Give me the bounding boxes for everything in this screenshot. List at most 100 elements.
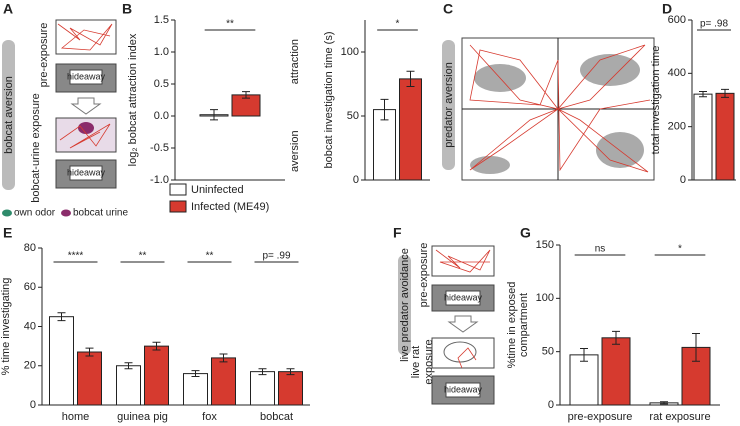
error-bar	[242, 91, 250, 99]
error-bar	[286, 368, 295, 376]
error-bar	[612, 330, 620, 345]
y-axis-label: total investigation time	[650, 46, 662, 155]
hideaway-box	[431, 375, 495, 405]
x-tick-label: fox	[202, 411, 217, 423]
error-bar	[152, 341, 161, 351]
stage-label: pre-exposure	[38, 23, 50, 88]
y-axis-label: % time investigating	[0, 278, 12, 376]
track	[457, 347, 477, 369]
y-tick-label: 0.0	[154, 110, 169, 122]
y-tick-label: -1.0	[150, 174, 169, 186]
significance-label: **	[206, 251, 214, 262]
significance-label: p= .99	[262, 251, 291, 262]
error-bar	[699, 90, 707, 98]
banner-text: live predator avoidance	[399, 248, 411, 362]
significance-label: ns	[595, 244, 606, 255]
hideaway-label: hideaway	[444, 292, 483, 302]
side-label: aversion	[289, 130, 301, 172]
key-dot	[61, 209, 71, 217]
significance-label: ****	[68, 251, 84, 262]
legend-swatch	[169, 200, 187, 213]
track	[435, 249, 491, 273]
bar	[49, 316, 74, 406]
significance-label: p= .98	[700, 19, 729, 30]
error-bar	[57, 312, 66, 322]
y-tick-label: 0	[353, 174, 359, 186]
key-label: own odor	[14, 208, 56, 219]
legend-label: Uninfected	[191, 184, 244, 196]
bar	[183, 373, 208, 406]
animal-silhouette	[470, 156, 510, 174]
bar	[116, 365, 141, 406]
legend-label: Infected (ME49)	[191, 201, 269, 213]
animal-silhouette	[580, 54, 640, 86]
x-tick-label: rat exposure	[649, 411, 710, 423]
y-tick-label: 20	[24, 360, 36, 372]
panel-letter: B	[122, 1, 132, 17]
hideaway-label: hideaway	[67, 167, 106, 177]
error-bar	[210, 109, 218, 121]
banner-text: bobcat aversion	[3, 76, 15, 154]
hideaway-label-box	[69, 165, 103, 181]
panel-letter: C	[443, 1, 453, 17]
y-tick-label: 200	[668, 121, 686, 133]
y-tick-label: 80	[24, 242, 36, 254]
significance-label: **	[139, 251, 147, 262]
error-bar	[406, 70, 415, 88]
y-tick-label: 400	[668, 67, 686, 79]
y-tick-label: 50	[347, 110, 359, 122]
y-tick-label: 0	[30, 399, 36, 411]
track	[57, 23, 113, 51]
panel-letter: A	[3, 1, 13, 17]
error-bar	[692, 333, 700, 362]
side-label: attraction	[289, 39, 301, 84]
arrow	[70, 97, 102, 115]
banner	[398, 255, 411, 355]
banner-text: predator aversion	[443, 62, 455, 148]
y-tick-label: 150	[536, 239, 554, 251]
bar	[693, 93, 713, 181]
significance-label: *	[678, 244, 682, 255]
y-tick-label: 600	[668, 14, 686, 26]
y-tick-label: 0.5	[154, 78, 169, 90]
hideaway-label-box	[445, 290, 481, 306]
y-tick-label: 1.0	[154, 46, 169, 58]
y-axis-label: compartment	[518, 293, 530, 357]
track	[469, 44, 651, 173]
y-axis-label: bobcat investigation time (s)	[323, 32, 335, 169]
stage-label: bobcat-urine exposure	[30, 93, 42, 202]
y-tick-label: 100	[536, 292, 554, 304]
error-bar	[380, 98, 389, 121]
y-axis-label: %time in exposed	[506, 282, 518, 369]
banner	[442, 40, 455, 170]
banner	[2, 40, 15, 190]
y-tick-label: 50	[542, 346, 554, 358]
urine-spot	[78, 122, 94, 134]
hideaway-label: hideaway	[444, 384, 483, 394]
error-bar	[660, 401, 668, 405]
stage-label: pre-exposure	[418, 243, 430, 308]
hideaway-label-box	[69, 69, 103, 85]
error-bar	[85, 347, 94, 357]
x-tick-label: bobcat	[260, 411, 293, 423]
error-bar	[124, 362, 133, 370]
bar	[399, 78, 422, 181]
hideaway-label: hideaway	[67, 71, 106, 81]
arena	[431, 245, 495, 277]
stage-label: live rat	[410, 346, 422, 378]
y-axis-label: log₂ bobcat attraction index	[127, 33, 139, 166]
bar	[144, 345, 169, 406]
error-bar	[580, 347, 588, 362]
rat-drawing	[443, 341, 477, 363]
error-bar	[219, 353, 228, 363]
y-tick-label: 1.5	[154, 14, 169, 26]
significance-label: *	[396, 19, 400, 30]
error-bar	[258, 368, 267, 376]
y-tick-label: 40	[24, 320, 36, 332]
y-tick-label: 100	[341, 46, 359, 58]
x-tick-label: home	[62, 411, 90, 423]
legend-swatch	[169, 183, 187, 196]
panel-letter: G	[520, 225, 531, 241]
y-tick-label: 0	[680, 174, 686, 186]
bar	[77, 351, 102, 406]
